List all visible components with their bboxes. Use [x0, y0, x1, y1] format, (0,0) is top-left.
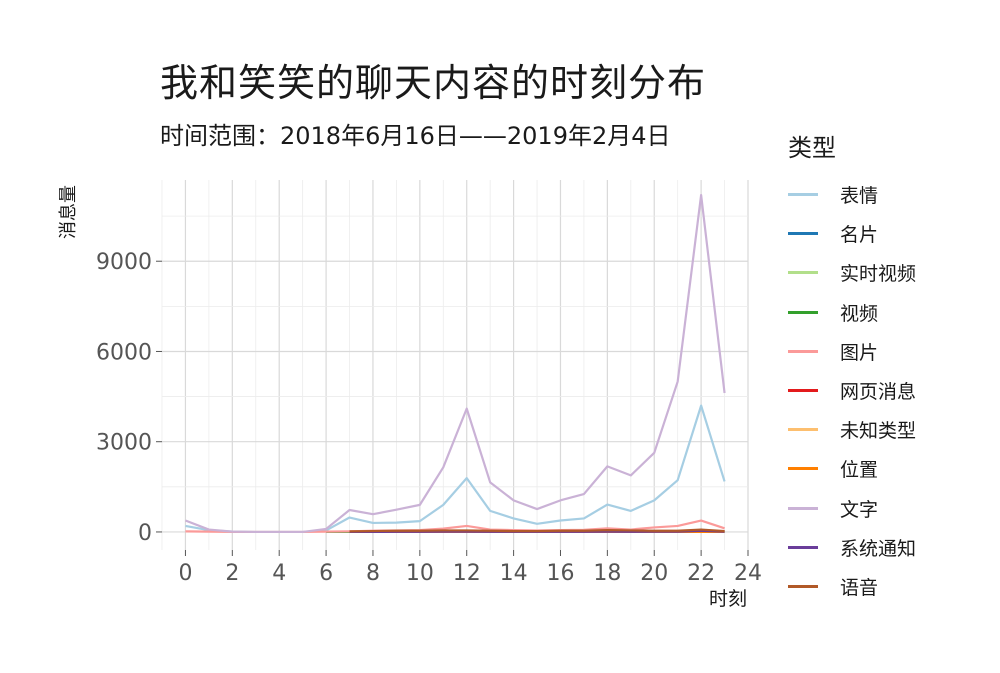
legend-swatch: [788, 232, 818, 236]
x-axis-ticks: 0 2 4 6 8 10 12 14 16 18 20 22 24: [178, 550, 762, 586]
chart-subtitle: 时间范围：2018年6月16日——2019年2月4日: [160, 122, 671, 150]
legend-item: 语音: [788, 567, 916, 606]
legend-label: 位置: [840, 459, 879, 482]
legend-item: 文字: [788, 489, 916, 528]
legend-item: 未知类型: [788, 410, 916, 449]
legend-item: 表情: [788, 175, 916, 214]
legend-label: 未知类型: [840, 420, 917, 443]
x-tick-label: 6: [319, 561, 333, 586]
legend-label: 文字: [840, 498, 879, 521]
y-tick-label: 0: [138, 521, 152, 546]
legend-label: 表情: [840, 185, 879, 208]
x-tick-label: 24: [734, 561, 762, 586]
y-axis-label: 消息量: [58, 185, 79, 239]
series-line-文字: [185, 193, 726, 534]
legend-swatch: [788, 349, 818, 353]
legend-label: 系统通知: [840, 537, 917, 560]
legend-item: 视频: [788, 293, 916, 332]
chart-title: 我和笑笑的聊天内容的时刻分布: [160, 61, 707, 105]
x-tick-label: 12: [453, 561, 481, 586]
grid: [161, 180, 749, 550]
legend-swatch: [788, 193, 818, 197]
legend-title: 类型: [788, 134, 836, 162]
legend-item: 系统通知: [788, 528, 916, 567]
x-tick-label: 2: [225, 561, 239, 586]
x-tick-label: 8: [366, 561, 380, 586]
y-tick-label: 9000: [96, 250, 152, 275]
x-axis-label: 时刻: [709, 588, 747, 610]
y-tick-label: 3000: [96, 431, 152, 456]
legend-item: 图片: [788, 332, 916, 371]
legend-items: 表情名片实时视频视频图片网页消息未知类型位置文字系统通知语音: [788, 175, 916, 606]
series-lines: [185, 193, 726, 534]
legend-label: 名片: [840, 224, 879, 247]
legend: 类型 表情名片实时视频视频图片网页消息未知类型位置文字系统通知语音: [788, 128, 916, 606]
series-line-语音: [349, 528, 725, 533]
x-tick-label: 4: [272, 561, 286, 586]
legend-item: 网页消息: [788, 371, 916, 410]
x-tick-label: 22: [687, 561, 715, 586]
x-tick-label: 10: [406, 561, 434, 586]
legend-label: 图片: [840, 341, 879, 364]
series-line-表情: [185, 404, 726, 534]
legend-item: 名片: [788, 214, 916, 253]
legend-swatch: [788, 506, 818, 510]
legend-label: 网页消息: [840, 381, 917, 404]
x-tick-label: 0: [178, 561, 192, 586]
y-tick-label: 6000: [96, 340, 152, 365]
legend-label: 实时视频: [840, 263, 917, 286]
x-tick-label: 20: [640, 561, 668, 586]
legend-label: 视频: [840, 302, 879, 325]
legend-swatch: [788, 310, 818, 314]
legend-item: 位置: [788, 449, 916, 488]
legend-label: 语音: [840, 576, 879, 599]
y-axis-ticks: 0 3000 6000 9000: [96, 250, 162, 546]
legend-swatch: [788, 428, 818, 432]
x-tick-label: 16: [546, 561, 574, 586]
legend-swatch: [788, 545, 818, 549]
legend-swatch: [788, 271, 818, 275]
legend-swatch: [788, 389, 818, 393]
x-tick-label: 18: [593, 561, 621, 586]
x-tick-label: 14: [500, 561, 528, 586]
legend-item: 实时视频: [788, 253, 916, 292]
legend-swatch: [788, 467, 818, 471]
legend-swatch: [788, 584, 818, 588]
